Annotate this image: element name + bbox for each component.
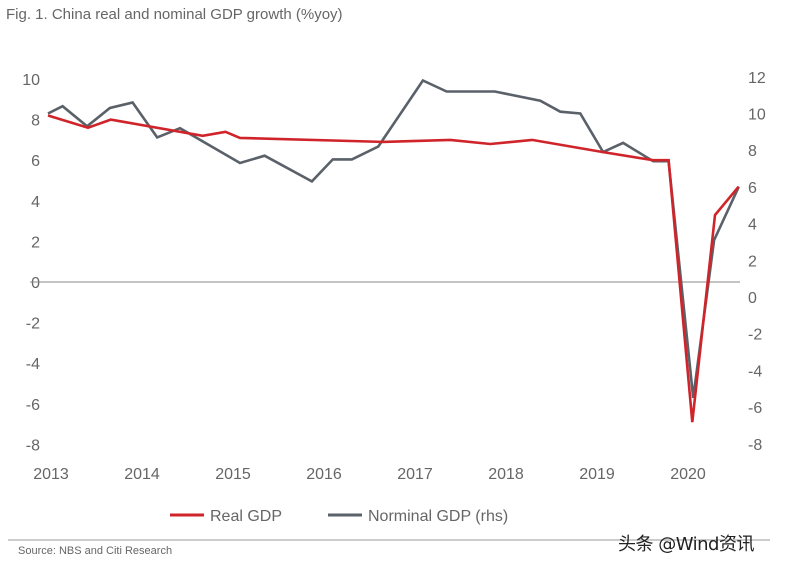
right-y-tick-label: 8 <box>748 143 757 160</box>
right-y-tick-label: -8 <box>748 437 762 454</box>
left-y-tick-label: -8 <box>26 437 40 454</box>
right-y-tick-label: 12 <box>748 70 766 87</box>
left-y-tick-label: -2 <box>26 316 40 333</box>
left-y-tick-label: 4 <box>31 194 40 211</box>
left-y-tick-label: 0 <box>31 275 40 292</box>
left-y-tick-label: 2 <box>31 234 40 251</box>
x-tick-label: 2014 <box>124 466 160 483</box>
x-tick-label: 2017 <box>397 466 433 483</box>
watermark: 头条 @Wind资讯 <box>618 534 754 555</box>
right-y-axis: 12 10 8 6 4 2 0 -2 -4 -6 -8 <box>748 70 766 454</box>
left-y-tick-label: 8 <box>31 113 40 130</box>
right-y-tick-label: -6 <box>748 400 762 417</box>
right-y-tick-label: -4 <box>748 363 762 380</box>
x-axis: 2013 2014 2015 2016 2017 2018 2019 2020 <box>33 466 706 483</box>
x-tick-label: 2015 <box>215 466 251 483</box>
legend-label-real-gdp: Real GDP <box>210 508 282 525</box>
left-y-tick-label: 10 <box>22 72 40 89</box>
x-tick-label: 2020 <box>670 466 706 483</box>
series-group <box>47 78 740 423</box>
right-y-tick-label: 10 <box>748 107 766 124</box>
x-tick-label: 2016 <box>306 466 342 483</box>
right-y-tick-label: 6 <box>748 180 757 197</box>
right-y-tick-label: 4 <box>748 217 757 234</box>
left-y-tick-label: -6 <box>26 397 40 414</box>
left-y-tick-label: -4 <box>26 356 40 373</box>
legend-label-nominal-gdp: Norminal GDP (rhs) <box>368 508 508 525</box>
chart-title: Fig. 1. China real and nominal GDP growt… <box>6 6 343 23</box>
right-y-tick-label: 2 <box>748 253 757 270</box>
left-y-tick-label: 6 <box>31 153 40 170</box>
x-tick-label: 2018 <box>488 466 524 483</box>
right-y-tick-label: 0 <box>748 290 757 307</box>
x-tick-label: 2013 <box>33 466 69 483</box>
source-note: Source: NBS and Citi Research <box>18 545 173 557</box>
right-y-tick-label: -2 <box>748 327 762 344</box>
x-tick-label: 2019 <box>579 466 615 483</box>
series-line-real-gdp <box>47 114 740 423</box>
left-y-axis: 10 8 6 4 2 0 -2 -4 -6 -8 <box>22 72 40 454</box>
legend: Real GDP Norminal GDP (rhs) <box>170 508 508 525</box>
